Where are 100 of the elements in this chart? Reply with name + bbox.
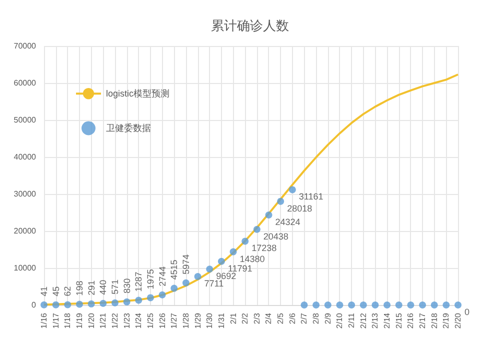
x-tick-label: 1/16	[40, 312, 48, 329]
point	[384, 302, 391, 308]
point	[88, 300, 95, 308]
x-tick-label: 2/15	[394, 312, 404, 329]
data-label: 28018	[287, 203, 312, 214]
data-label: 4515	[169, 260, 180, 280]
legend-label: 卫健委数据	[106, 123, 151, 134]
x-tick-label: 1/24	[134, 312, 144, 329]
point	[407, 302, 414, 308]
data-label: 1975	[145, 269, 156, 290]
point	[194, 272, 202, 280]
point	[312, 302, 320, 308]
x-tick-label: 2/19	[442, 312, 451, 329]
x-tick-label: 2/14	[382, 312, 392, 329]
data-label: 830	[122, 278, 132, 294]
x-tick-label: 2/12	[358, 312, 368, 329]
point	[170, 284, 178, 292]
data-label: 45	[50, 286, 61, 296]
data-label: 2744	[157, 266, 168, 286]
chart-title: 累计确诊人数	[211, 18, 289, 33]
x-tick-label: 2/2	[240, 312, 250, 324]
x-tick-label: 2/6	[288, 312, 297, 324]
point	[253, 226, 260, 233]
x-tick-label: 2/5	[276, 312, 286, 324]
x-tick-label: 1/27	[170, 312, 179, 329]
data-label: 0	[464, 307, 470, 317]
legend-label: logistic模型预测	[106, 88, 170, 99]
data-label: 571	[110, 279, 120, 294]
data-label: 440	[98, 280, 108, 295]
x-tick-label: 1/29	[193, 312, 202, 329]
point	[218, 258, 225, 265]
point	[230, 248, 237, 256]
point	[182, 279, 190, 286]
point	[135, 296, 142, 304]
data-label: 62	[62, 286, 73, 296]
point	[360, 302, 367, 308]
point	[430, 302, 438, 308]
x-tick-label: 1/19	[74, 312, 84, 329]
data-label: 5974	[180, 254, 191, 274]
point	[395, 302, 402, 308]
y-tick-label: 10000	[14, 264, 37, 272]
data-label: 11791	[228, 263, 252, 274]
point	[265, 212, 272, 218]
x-tick-label: 2/7	[300, 312, 309, 324]
x-tick-label: 2/20	[454, 312, 462, 329]
point	[242, 238, 249, 245]
point	[324, 302, 332, 308]
point	[123, 298, 130, 306]
y-tick-label: 30000	[14, 190, 37, 198]
x-tick-label: 2/10	[335, 312, 344, 329]
x-tick-label: 1/17	[51, 312, 60, 329]
x-tick-label: 2/4	[264, 312, 274, 324]
data-label: 41	[39, 286, 49, 296]
point	[277, 198, 284, 205]
data-label: 1287	[134, 272, 144, 292]
data-label: 291	[86, 280, 96, 296]
y-tick-label: 50000	[14, 116, 37, 124]
point	[64, 301, 72, 308]
point	[40, 301, 48, 308]
data-label: 24324	[275, 217, 300, 227]
x-tick-label: 1/23	[122, 312, 132, 329]
x-tick-label: 1/20	[86, 312, 96, 329]
point	[336, 302, 344, 308]
x-tick-label: 2/13	[370, 312, 380, 329]
y-tick-label: 60000	[14, 78, 37, 88]
point	[158, 291, 166, 298]
x-tick-label: 1/31	[216, 312, 226, 329]
point	[111, 299, 118, 306]
x-tick-label: 1/18	[63, 312, 72, 329]
y-tick-label: 0	[32, 300, 37, 310]
x-tick-label: 2/3	[252, 312, 262, 324]
point	[372, 302, 379, 308]
x-tick-label: 2/8	[312, 312, 321, 324]
point	[454, 302, 462, 308]
x-tick-label: 1/26	[158, 312, 167, 329]
data-label: 14380	[240, 254, 265, 264]
x-tick-label: 2/9	[323, 312, 332, 324]
point	[100, 300, 107, 307]
point	[442, 302, 450, 308]
x-tick-label: 2/11	[347, 312, 356, 328]
x-tick-label: 2/1	[228, 312, 238, 324]
point	[206, 266, 214, 273]
y-tick-label: 20000	[14, 226, 37, 236]
x-tick-label: 1/22	[110, 312, 120, 329]
point	[300, 302, 308, 308]
point	[146, 294, 154, 302]
point	[52, 301, 60, 308]
y-tick-label: 40000	[14, 152, 37, 162]
point	[348, 302, 356, 308]
point	[288, 186, 296, 194]
x-tick-label: 1/25	[146, 312, 155, 329]
data-label: 20438	[263, 231, 288, 242]
x-tick-label: 1/30	[205, 312, 214, 329]
x-tick-label: 1/28	[181, 312, 190, 329]
x-tick-label: 2/17	[418, 312, 428, 329]
point	[76, 300, 83, 308]
x-tick-label: 2/18	[430, 312, 439, 329]
data-label: 17238	[252, 243, 277, 254]
x-tick-label: 1/21	[98, 312, 108, 329]
point	[419, 302, 426, 308]
